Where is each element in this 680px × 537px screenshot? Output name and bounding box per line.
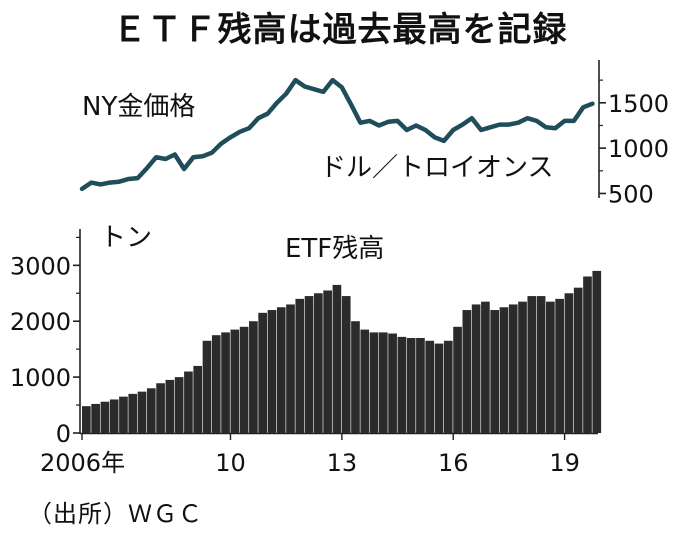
etf-bar xyxy=(564,293,574,433)
etf-bar xyxy=(156,383,165,433)
x-tick-label: 2006年 xyxy=(40,449,125,477)
gold-unit-label: ドル／トロイオンス xyxy=(320,153,554,183)
etf-bar xyxy=(518,301,527,433)
etf-y-tick-label: 1000 xyxy=(10,364,71,392)
etf-bar xyxy=(82,406,91,433)
etf-bar xyxy=(100,401,110,433)
etf-bar xyxy=(286,304,295,433)
etf-bar xyxy=(527,296,537,433)
etf-bar xyxy=(193,365,203,433)
etf-holdings-plot: 0 1000 2000 3000 2006年 10 13 16 19 xyxy=(10,229,602,477)
chart-title: ＥＴＦ残高は過去最高を記録 xyxy=(112,10,568,50)
etf-bar xyxy=(258,312,268,433)
etf-bar xyxy=(360,329,370,433)
etf-bar xyxy=(239,326,249,433)
etf-bar xyxy=(276,307,286,433)
etf-bar xyxy=(323,290,332,433)
etf-y-tick-label: 0 xyxy=(56,420,71,448)
etf-bar xyxy=(128,393,138,433)
gold-series-label: NY金価格 xyxy=(82,92,196,122)
gold-y-tick-label: 1000 xyxy=(608,135,669,163)
x-tick-label: 13 xyxy=(327,449,358,477)
etf-series-label: ETF残高 xyxy=(285,234,385,264)
etf-bar xyxy=(406,337,416,433)
etf-bar xyxy=(314,293,323,433)
etf-unit-label: トン xyxy=(100,223,153,253)
etf-bar xyxy=(573,287,583,433)
etf-bar xyxy=(295,298,305,433)
etf-bar xyxy=(397,336,407,433)
etf-y-tick-label: 2000 xyxy=(10,308,71,336)
etf-bar xyxy=(91,403,100,433)
etf-bar xyxy=(174,377,184,433)
gold-price-plot: 500 1000 1500 xyxy=(79,60,669,208)
x-tick-label: 16 xyxy=(438,449,469,477)
etf-bar xyxy=(471,304,481,433)
etf-bar xyxy=(184,371,193,433)
etf-bar xyxy=(267,310,277,433)
etf-y-tick-label: 3000 xyxy=(10,252,71,280)
etf-bar xyxy=(230,329,240,433)
etf-bar xyxy=(592,270,602,433)
etf-bar xyxy=(434,343,444,433)
etf-bar xyxy=(481,301,490,433)
etf-bar xyxy=(425,340,435,433)
etf-bar xyxy=(221,332,230,433)
etf-bar xyxy=(341,296,351,433)
etf-bar xyxy=(546,301,555,433)
etf-bar xyxy=(388,333,397,433)
gold-price-line xyxy=(79,77,595,192)
etf-bar xyxy=(202,340,212,433)
etf-bar xyxy=(304,296,314,433)
etf-bar xyxy=(109,399,119,433)
etf-bar xyxy=(165,379,175,433)
source-note: （出所）ＷＧＣ xyxy=(28,500,203,528)
etf-bar xyxy=(453,326,462,433)
etf-bar xyxy=(211,335,221,433)
etf-bar xyxy=(137,391,147,433)
etf-bar xyxy=(416,337,425,433)
x-tick-label: 10 xyxy=(215,449,246,477)
etf-bar xyxy=(332,284,342,433)
gold-y-tick-label: 1500 xyxy=(608,90,669,118)
etf-bar xyxy=(443,340,453,433)
etf-bar xyxy=(351,321,360,433)
x-tick-label: 19 xyxy=(549,449,580,477)
etf-bar xyxy=(499,307,509,433)
etf-bar xyxy=(490,310,500,433)
etf-bar xyxy=(146,388,156,433)
etf-bar xyxy=(119,396,128,433)
etf-bar xyxy=(508,304,518,433)
gold-y-tick-label: 500 xyxy=(608,180,654,208)
etf-bar xyxy=(369,332,379,433)
etf-bar xyxy=(378,332,388,433)
etf-bar xyxy=(462,310,472,433)
etf-bar xyxy=(536,296,546,433)
etf-bar xyxy=(249,321,258,433)
etf-bar xyxy=(555,298,564,433)
etf-bar xyxy=(583,276,592,433)
